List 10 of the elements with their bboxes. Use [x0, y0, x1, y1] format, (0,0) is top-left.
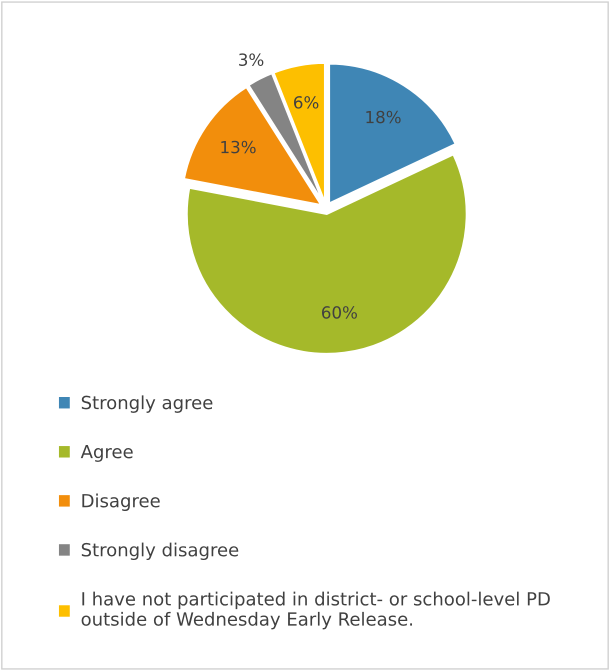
- data-label: 13%: [221, 140, 256, 154]
- data-label: 6%: [294, 96, 318, 109]
- legend-label: Agree: [80, 444, 133, 462]
- legend-label: Strongly agree: [82, 395, 212, 413]
- legend-label: Strongly disagree: [82, 542, 238, 560]
- legend-label: Disagree: [82, 494, 160, 511]
- data-label: 18%: [366, 110, 401, 124]
- legend-label: I have not participated in district- or school-level PD outside of Wednesday Early Release.: [82, 592, 550, 630]
- data-label: 60%: [322, 306, 357, 319]
- data-label: 3%: [239, 53, 264, 66]
